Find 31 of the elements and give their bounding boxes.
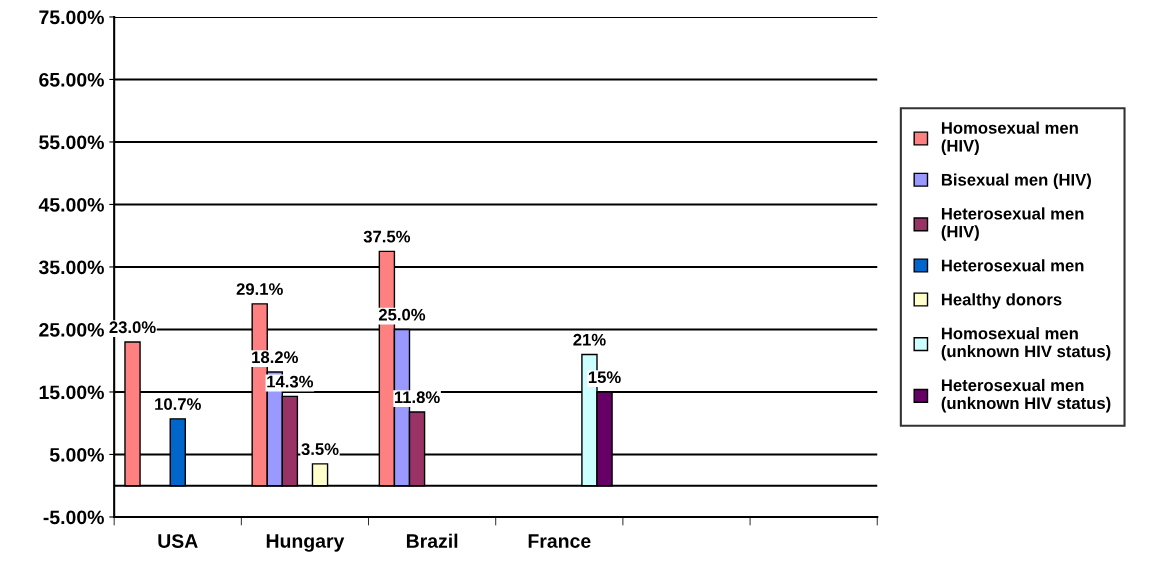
data-label: 23.0%	[109, 321, 156, 334]
data-label: 11.8%	[394, 391, 440, 404]
y-tick-label: 35.00%	[38, 260, 104, 275]
x-tick-label: France	[528, 534, 591, 548]
y-tick-label: 5.00%	[49, 447, 104, 462]
data-label: 15%	[588, 371, 621, 384]
x-tick-label: Brazil	[406, 533, 458, 548]
y-tick-label: 45.00%	[38, 197, 104, 212]
y-tick-label: 15.00%	[39, 385, 104, 400]
legend-label: Bisexual men (HIV)	[941, 173, 1091, 189]
data-label: 10.7%	[155, 398, 201, 410]
legend-label: Heterosexual men (HIV)	[941, 207, 1084, 241]
data-label: 37.5%	[363, 230, 411, 243]
legend-label: Heterosexual men	[941, 259, 1084, 272]
x-tick-label: Hungary	[266, 534, 345, 552]
data-label: 29.1%	[236, 283, 283, 295]
y-tick-label: 75.00%	[39, 10, 104, 25]
y-tick-label: -5.00%	[43, 510, 104, 525]
legend-label: Heterosexual men (unknown HIV status)	[941, 378, 1111, 413]
data-label: 18.2%	[252, 351, 298, 364]
data-label: 14.3%	[267, 375, 314, 388]
y-tick-label: 55.00%	[39, 135, 104, 150]
data-label: 25.0%	[378, 308, 426, 321]
y-tick-label: 65.00%	[39, 72, 104, 87]
y-tick-label: 25.00%	[39, 322, 104, 337]
legend-label: Homosexual men (unknown HIV status)	[941, 327, 1111, 361]
data-label: 3.5%	[301, 443, 339, 456]
legend-label: Homosexual men (HIV)	[941, 121, 1078, 156]
legend-label: Healthy donors	[941, 293, 1062, 309]
x-tick-label: USA	[158, 534, 198, 548]
data-label: 21%	[573, 333, 606, 346]
